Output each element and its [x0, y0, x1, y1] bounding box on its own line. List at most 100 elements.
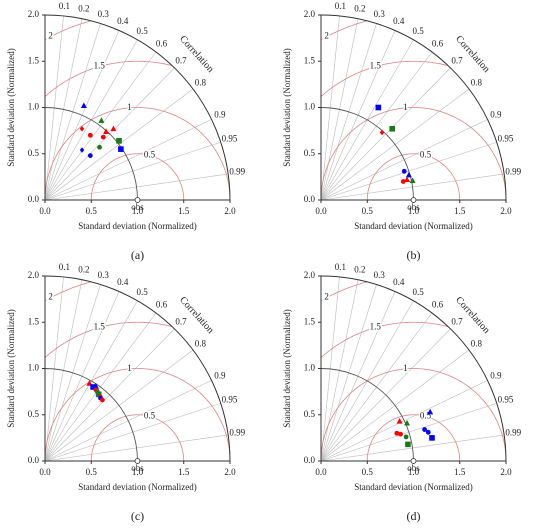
correlation-tick-label: 0.5 [413, 287, 425, 297]
correlation-tick-label: 0.2 [78, 4, 89, 14]
correlation-tick-label: 0.3 [374, 9, 386, 19]
panel-caption: (a) [131, 248, 144, 262]
rms-arc [45, 107, 230, 200]
rms-label: 1.5 [370, 61, 382, 71]
point-diamond [379, 129, 385, 136]
correlation-tick-label: 0.9 [490, 109, 502, 119]
rms-label: 1 [403, 363, 408, 373]
correlation-tick-label: 0.7 [175, 316, 187, 326]
correlation-tick-label: 0.99 [505, 428, 521, 438]
reference-std-arc [44, 368, 138, 462]
y-tick-label: 2.0 [28, 270, 40, 280]
correlation-tick-label: 0.5 [137, 26, 149, 36]
x-tick-label: 0.0 [39, 467, 51, 477]
y-tick-label: 2.0 [304, 9, 316, 19]
rms-label: 1 [127, 363, 132, 373]
reference-std-arc [44, 107, 138, 201]
correlation-tick-label: 0.99 [229, 167, 245, 177]
correlation-tick-label: 0.7 [175, 55, 187, 65]
correlation-tick-label: 0.95 [222, 133, 238, 143]
point-square [95, 391, 102, 398]
rms-label: 2 [324, 292, 329, 302]
point-triangle [404, 176, 411, 183]
x-tick-label: 1.5 [178, 467, 190, 477]
point-triangle [404, 419, 411, 426]
rms-arc [366, 153, 461, 200]
point-triangle [98, 117, 105, 123]
correlation-tick-label: 0.3 [374, 270, 386, 280]
rms-label: 0.5 [144, 410, 156, 420]
correlation-tick-label: 0.9 [214, 370, 226, 380]
rms-label: 0.5 [144, 149, 156, 159]
outer-arc [44, 14, 231, 201]
rms-arc [321, 321, 506, 461]
point-circle [100, 134, 106, 140]
y-tick-label: 0.0 [28, 455, 40, 465]
x-tick-label: 0.5 [86, 467, 98, 477]
x-axis-label: Standard deviation (Normalized) [78, 482, 196, 492]
correlation-tick-label: 0.4 [117, 16, 129, 26]
correlation-tick-label: 0.9 [214, 109, 226, 119]
correlation-tick-label: 0.1 [335, 1, 346, 11]
x-tick-label: 2.0 [500, 206, 512, 216]
y-tick-label: 1.0 [304, 102, 316, 112]
point-circle [403, 434, 409, 440]
correlation-tick-label: 0.1 [59, 262, 70, 272]
point-triangle [409, 177, 416, 183]
point-circle [99, 397, 105, 403]
reference-label: obs [131, 463, 144, 473]
rms-arc [90, 414, 185, 461]
point-square [118, 146, 124, 152]
y-tick-label: 1.0 [28, 363, 40, 373]
correlation-tick-label: 0.7 [451, 55, 463, 65]
x-axis-label: Standard deviation (Normalized) [78, 221, 196, 231]
x-tick-label: 1.5 [454, 467, 466, 477]
y-tick-label: 1.0 [28, 102, 40, 112]
rms-arc [90, 153, 185, 200]
rms-label: 1 [403, 102, 408, 112]
rms-label: 2 [48, 292, 53, 302]
correlation-tick-label: 0.7 [451, 316, 463, 326]
x-tick-label: 0.5 [86, 206, 98, 216]
outer-arc [320, 275, 507, 462]
x-tick-label: 0.0 [315, 467, 327, 477]
rms-label: 1.5 [370, 322, 382, 332]
rms-arc [321, 368, 506, 461]
y-tick-label: 2.0 [304, 270, 316, 280]
y-tick-label: 0.0 [28, 194, 40, 204]
point-circle [398, 431, 403, 437]
point-circle [425, 429, 431, 435]
reference-label: obs [131, 202, 144, 212]
reference-label: obs [407, 463, 420, 473]
point-square [429, 435, 435, 441]
correlation-tick-label: 0.95 [498, 133, 514, 143]
correlation-tick-label: 0.4 [393, 277, 405, 287]
x-tick-label: 1.5 [178, 206, 190, 216]
x-tick-label: 2.0 [224, 206, 236, 216]
y-tick-label: 1.0 [304, 363, 316, 373]
y-tick-label: 1.5 [28, 316, 40, 326]
x-tick-label: 1.0 [408, 467, 420, 477]
correlation-tick-label: 0.1 [59, 1, 70, 11]
point-triangle [427, 408, 434, 415]
correlation-tick-label: 0.2 [78, 265, 89, 275]
correlation-tick-label: 0.1 [335, 262, 346, 272]
correlation-tick-label: 0.8 [195, 78, 207, 88]
rms-arc [45, 368, 230, 461]
correlation-label: Correlation [453, 295, 492, 336]
point-triangle [396, 418, 403, 424]
point-triangle [80, 102, 87, 109]
correlation-tick-label: 0.6 [432, 300, 444, 310]
correlation-tick-label: 0.3 [98, 9, 110, 19]
y-axis-label: Standard deviation (Normalized) [6, 48, 16, 166]
x-tick-label: 1.0 [408, 206, 420, 216]
y-tick-label: 1.5 [28, 55, 40, 65]
point-circle [87, 153, 93, 159]
rms-label: 1.5 [94, 322, 106, 332]
x-tick-label: 2.0 [224, 467, 236, 477]
rms-arc [366, 414, 461, 461]
x-tick-label: 1.0 [132, 467, 144, 477]
correlation-tick-label: 0.6 [432, 39, 444, 49]
y-tick-label: 0.5 [304, 409, 316, 419]
